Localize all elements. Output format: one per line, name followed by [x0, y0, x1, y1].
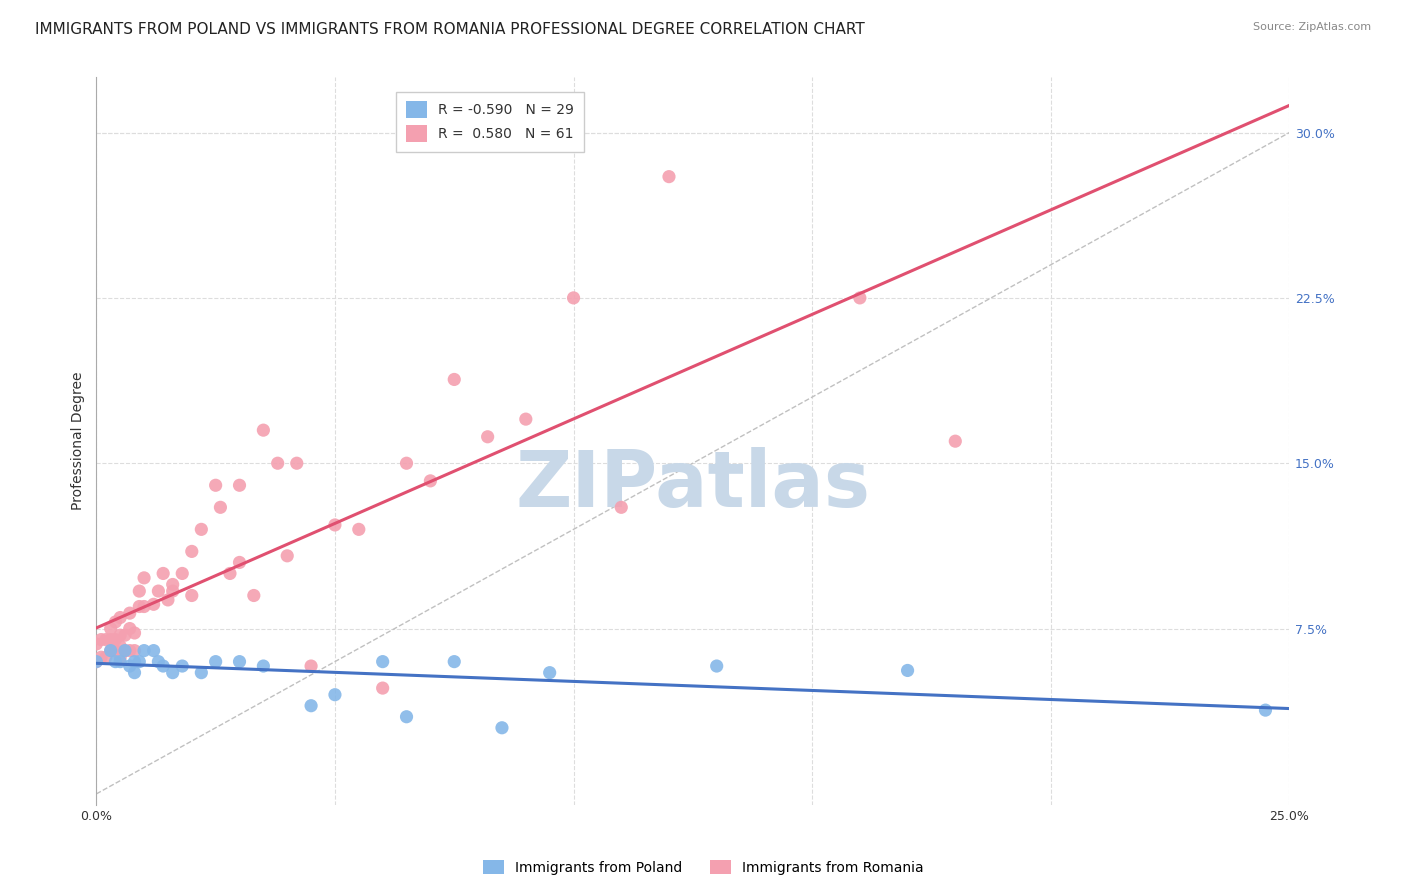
Point	[100, 643, 122, 657]
Point	[128, 599, 150, 614]
Point	[128, 655, 150, 669]
Point	[515, 412, 537, 426]
Point	[86, 655, 108, 669]
Point	[323, 688, 346, 702]
Point	[209, 500, 232, 515]
Point	[86, 637, 108, 651]
Point	[118, 659, 141, 673]
Point	[108, 628, 131, 642]
Point	[104, 632, 127, 647]
Point	[108, 610, 131, 624]
Point	[228, 655, 250, 669]
Point	[204, 655, 226, 669]
Point	[395, 710, 418, 724]
Legend: Immigrants from Poland, Immigrants from Romania: Immigrants from Poland, Immigrants from …	[477, 855, 929, 880]
Text: ZIPatlas: ZIPatlas	[516, 447, 870, 523]
Point	[104, 655, 127, 669]
Point	[562, 291, 585, 305]
Point	[152, 566, 174, 581]
Point	[180, 544, 202, 558]
Point	[162, 577, 184, 591]
Point	[100, 643, 122, 657]
Point	[100, 622, 122, 636]
Point	[124, 655, 146, 669]
Point	[86, 655, 108, 669]
Point	[252, 423, 274, 437]
Point	[491, 721, 513, 735]
Point	[124, 665, 146, 680]
Point	[142, 643, 165, 657]
Point	[128, 584, 150, 599]
Point	[204, 478, 226, 492]
Point	[190, 665, 212, 680]
Point	[108, 655, 131, 669]
Point	[132, 599, 155, 614]
Point	[849, 291, 872, 305]
Point	[228, 478, 250, 492]
Point	[266, 456, 288, 470]
Point	[276, 549, 298, 563]
Point	[285, 456, 308, 470]
Point	[132, 571, 155, 585]
Point	[371, 681, 394, 695]
Point	[443, 655, 465, 669]
Point	[100, 632, 122, 647]
Point	[132, 643, 155, 657]
Point	[190, 522, 212, 536]
Point	[419, 474, 441, 488]
Point	[323, 518, 346, 533]
Point	[156, 593, 179, 607]
Point	[124, 626, 146, 640]
Point	[243, 589, 266, 603]
Text: IMMIGRANTS FROM POLAND VS IMMIGRANTS FROM ROMANIA PROFESSIONAL DEGREE CORRELATIO: IMMIGRANTS FROM POLAND VS IMMIGRANTS FRO…	[35, 22, 865, 37]
Point	[706, 659, 728, 673]
Point	[118, 643, 141, 657]
Point	[658, 169, 681, 184]
Point	[443, 372, 465, 386]
Point	[299, 659, 322, 673]
Point	[118, 622, 141, 636]
Point	[347, 522, 370, 536]
Point	[118, 606, 141, 620]
Point	[90, 632, 112, 647]
Point	[148, 655, 170, 669]
Point	[219, 566, 242, 581]
Point	[162, 584, 184, 599]
Point	[371, 655, 394, 669]
Y-axis label: Professional Degree: Professional Degree	[72, 372, 86, 510]
Point	[114, 643, 136, 657]
Point	[610, 500, 633, 515]
Point	[114, 643, 136, 657]
Point	[114, 628, 136, 642]
Point	[395, 456, 418, 470]
Point	[90, 650, 112, 665]
Legend: R = -0.590   N = 29, R =  0.580   N = 61: R = -0.590 N = 29, R = 0.580 N = 61	[396, 92, 583, 152]
Point	[148, 584, 170, 599]
Point	[124, 643, 146, 657]
Point	[104, 643, 127, 657]
Point	[252, 659, 274, 673]
Point	[108, 639, 131, 653]
Point	[142, 597, 165, 611]
Point	[172, 659, 194, 673]
Point	[152, 659, 174, 673]
Point	[108, 650, 131, 665]
Point	[104, 615, 127, 629]
Point	[299, 698, 322, 713]
Point	[1254, 703, 1277, 717]
Point	[162, 665, 184, 680]
Point	[94, 650, 117, 665]
Point	[172, 566, 194, 581]
Text: Source: ZipAtlas.com: Source: ZipAtlas.com	[1253, 22, 1371, 32]
Point	[180, 589, 202, 603]
Point	[477, 430, 499, 444]
Point	[943, 434, 966, 449]
Point	[94, 632, 117, 647]
Point	[897, 664, 920, 678]
Point	[228, 556, 250, 570]
Point	[538, 665, 561, 680]
